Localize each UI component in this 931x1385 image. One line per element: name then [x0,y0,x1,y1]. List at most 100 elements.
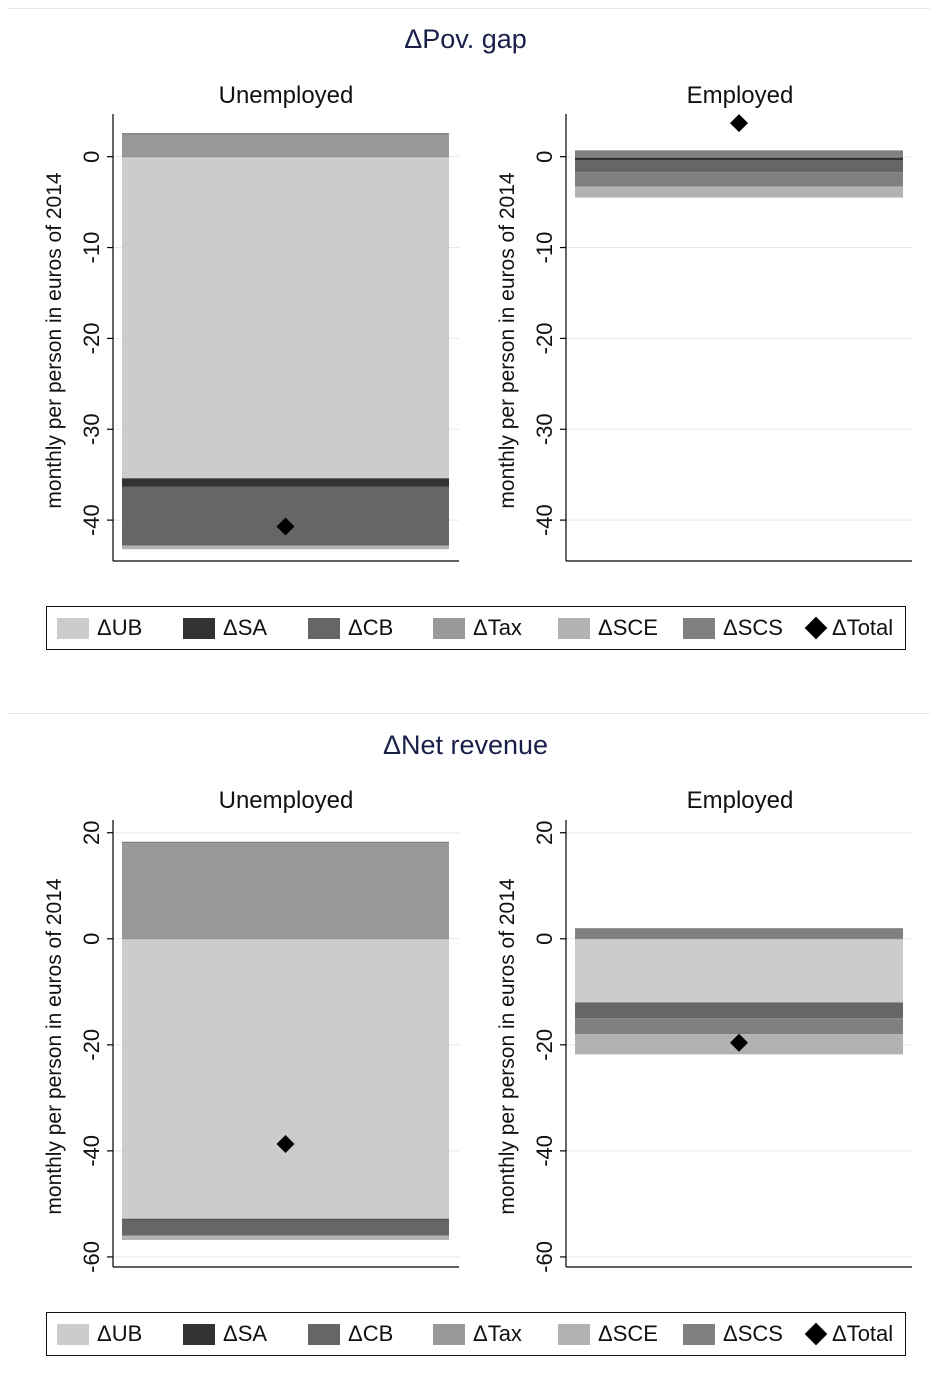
figure-separator [8,713,930,714]
legend-label: ΔTotal [832,1321,894,1346]
legend-item-scs: ΔSCS [683,607,783,649]
legend-swatch [308,1323,340,1345]
legend-item-tax: ΔTax [433,1313,522,1355]
panel-title-employed: Employed [686,82,794,109]
y-tick-label: -40 [532,1135,557,1167]
bar-segment-sa [122,1218,449,1220]
legend-swatch [57,1323,89,1345]
y-tick-label: 20 [79,820,104,844]
y-tick-label: 0 [79,933,104,945]
legend-item-ub: ΔUB [57,1313,142,1355]
figure-title: ΔNet revenue [382,730,549,760]
panel-title-employed: Employed [686,787,794,814]
legend-item-total: ΔTotal [803,1313,893,1355]
y-tick-label: 20 [532,820,557,844]
total-marker [730,1033,748,1052]
legend-item-sce: ΔSCE [558,607,658,649]
legend-item-sa: ΔSA [183,1313,267,1355]
y-tick-label: -20 [532,1029,557,1061]
bar-segment-cb [122,486,449,546]
legend: ΔUB ΔSA ΔCB ΔTax ΔSCE ΔSCS ΔTotal [46,1312,906,1356]
bar-segment-ub [122,156,449,479]
legend-swatch [183,617,215,639]
legend-label: ΔSCE [598,615,658,640]
figure-separator [8,8,930,9]
panel-employed: 0 -10 -20 -30 -40 monthly per person in euros… [496,114,912,562]
total-marker [276,517,295,536]
legend-item-ub: ΔUB [57,607,142,649]
y-tick-label: -60 [532,1241,557,1273]
panel-unemployed: 20 0 -20 -40 -60 monthly per person in euros … [43,820,459,1273]
y-axis-label: monthly per person in euros of 2014 [496,878,519,1215]
bar-segment-sa [122,478,449,487]
panel-employed: 20 0 -20 -40 -60 monthly per person in euros … [496,820,912,1273]
bar-segment-sa [575,157,903,161]
legend-label: ΔSCE [598,1321,658,1346]
bar-segment-scs [575,150,903,158]
legend-swatch [683,1323,715,1345]
legend-label: ΔSCS [723,615,783,640]
bar-segment-tax [122,843,449,939]
legend-item-sce: ΔSCE [558,1313,658,1355]
legend-item-scs: ΔSCS [683,1313,783,1355]
legend-item-sa: ΔSA [183,607,267,649]
legend-item-cb: ΔCB [308,1313,393,1355]
bar-segment-scs [575,172,903,187]
y-tick-label: -40 [79,504,104,536]
y-tick-label: 0 [79,151,104,163]
y-axis-label: monthly per person in euros of 2014 [496,172,519,509]
y-tick-label: -60 [79,1241,104,1273]
legend-swatch [308,617,340,639]
bar-segment-sce [122,1235,449,1240]
y-tick-label: 0 [532,933,557,945]
y-tick-label: 0 [532,151,557,163]
bar-segment-sce [122,545,449,550]
legend-item-cb: ΔCB [308,607,393,649]
panel-title-unemployed: Unemployed [218,82,354,109]
bar-segment-scs [122,841,449,844]
bar-segment-cb [122,1219,449,1236]
legend-label: ΔUB [97,615,143,640]
panel-unemployed: 0 -10 -20 -30 -40 monthly per person in euros… [43,114,459,562]
bar-segment-scs [575,928,903,939]
legend-label: ΔTax [473,1321,522,1346]
bar-segment-ub [575,938,903,1003]
y-tick-label: -20 [532,323,557,355]
legend-diamond-icon [804,616,828,640]
legend-item-total: ΔTotal [803,607,893,649]
y-axis-label: monthly per person in euros of 2014 [43,878,66,1215]
bar-segment-scs [122,133,449,135]
y-tick-label: -30 [79,413,104,445]
panel-title-unemployed: Unemployed [218,787,354,814]
bar-segment-sce [575,186,903,198]
y-tick-label: -40 [532,504,557,536]
total-marker [276,1134,295,1153]
bar-segment-cb [575,160,903,173]
legend-swatch [183,1323,215,1345]
legend-swatch [433,617,465,639]
legend-label: ΔCB [348,1321,394,1346]
legend-label: ΔTax [473,615,522,640]
y-tick-label: -10 [79,232,104,264]
legend-label: ΔUB [97,1321,143,1346]
y-tick-label: -10 [532,232,557,264]
bar-segment-ub [122,938,449,1219]
legend-label: ΔSCS [723,1321,783,1346]
bar-segment-cb [575,1002,903,1019]
y-axis-label: monthly per person in euros of 2014 [43,172,66,509]
legend-swatch [433,1323,465,1345]
bar-segment-scs [575,1018,903,1035]
y-tick-label: -20 [79,1029,104,1061]
legend-diamond-icon [804,1322,828,1346]
total-marker [730,114,748,133]
legend-swatch [683,617,715,639]
legend-label: ΔTotal [832,615,894,640]
y-tick-label: -20 [79,323,104,355]
y-tick-label: -30 [532,413,557,445]
legend-label: ΔCB [348,615,394,640]
y-tick-label: -40 [79,1135,104,1167]
legend-swatch [57,617,89,639]
figure-title: ΔPov. gap [404,24,527,54]
legend-label: ΔSA [223,615,268,640]
legend-swatch [558,1323,590,1345]
